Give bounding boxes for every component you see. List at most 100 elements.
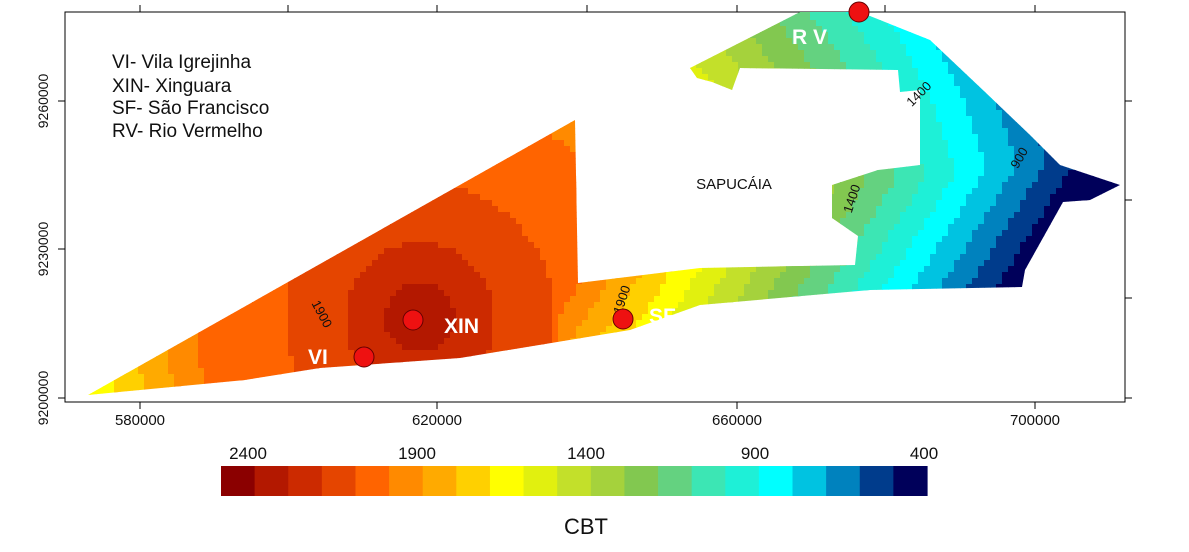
field-cell [936,158,943,165]
field-cell [564,122,571,129]
field-cell [936,62,943,69]
field-cell [1032,146,1039,153]
field-cell [1056,170,1063,177]
field-cell [942,146,949,153]
field-cell [864,56,871,63]
field-cell [918,158,925,165]
field-cell [954,98,961,105]
field-cell [510,158,517,165]
field-cell [774,32,781,39]
field-cell [744,44,751,51]
field-cell [924,128,931,135]
field-cell [942,134,949,141]
field-cell [918,104,925,111]
field-cell [798,56,805,63]
field-cell [966,158,973,165]
field-cell [834,44,841,51]
field-cell [972,110,979,117]
field-cell [900,86,907,93]
field-cell [924,98,931,105]
field-cell [888,38,895,45]
field-cell [756,50,763,57]
field-cell [972,128,979,135]
field-cell [942,68,949,75]
field-cell [894,170,901,177]
field-cell [924,134,931,141]
field-cell [798,32,805,39]
field-cell [918,164,925,171]
field-cell [786,56,793,63]
field-cell [942,104,949,111]
field-cell [864,50,871,57]
field-cell [948,122,955,129]
field-cell [822,38,829,45]
field-cell [828,56,835,63]
field-cell [918,50,925,57]
field-cell [870,32,877,39]
field-cell [852,26,859,33]
field-cell [882,170,889,177]
field-cell [786,44,793,51]
field-cell [1032,170,1039,177]
field-cell [900,56,907,63]
field-cell [744,50,751,57]
field-cell [834,62,841,69]
field-cell [984,116,991,123]
field-cell [990,158,997,165]
field-cell [960,158,967,165]
field-cell [918,62,925,69]
field-cell [516,152,523,159]
field-cell [534,164,541,171]
field-cell [924,56,931,63]
field-cell [978,128,985,135]
field-cell [540,140,547,147]
field-cell [924,50,931,57]
field-cell [984,104,991,111]
field-cell [858,50,865,57]
field-cell [738,50,745,57]
field-cell [906,38,913,45]
field-cell [984,164,991,171]
field-cell [558,134,565,141]
field-cell [930,128,937,135]
field-cell [960,146,967,153]
field-cell [960,122,967,129]
field-cell [768,32,775,39]
field-cell [774,38,781,45]
field-cell [834,20,841,27]
field-cell [870,38,877,45]
field-cell [570,170,577,177]
field-cell [966,170,973,177]
field-cell [972,152,979,159]
field-cell [810,14,817,21]
field-cell [852,38,859,45]
field-cell [996,116,1003,123]
field-cell [1038,158,1045,165]
field-cell [942,110,949,117]
field-cell [546,170,553,177]
field-cell [1014,146,1021,153]
field-cell [1014,134,1021,141]
field-cell [810,20,817,27]
field-cell [960,110,967,117]
field-cell [912,44,919,51]
field-cell [942,98,949,105]
field-cell [804,14,811,21]
field-cell [912,170,919,177]
field-cell [1044,152,1051,159]
field-cell [930,140,937,147]
field-cell [552,152,559,159]
field-cell [732,74,739,81]
field-cell [1050,164,1057,171]
field-cell [552,128,559,135]
field-cell [720,50,727,57]
field-cell [846,20,853,27]
field-cell [948,86,955,93]
field-cell [534,170,541,177]
field-cell [948,68,955,75]
field-cell [960,116,967,123]
field-cell [906,164,913,171]
field-cell [936,122,943,129]
field-cell [1008,128,1015,135]
